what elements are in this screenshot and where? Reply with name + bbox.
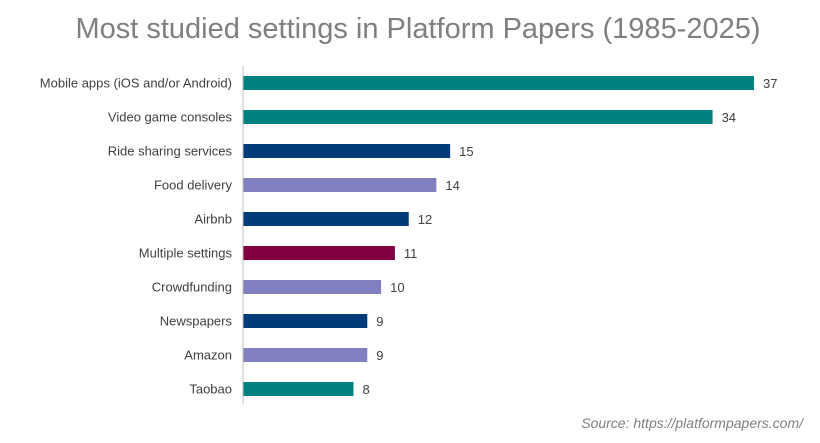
bar	[243, 76, 754, 90]
source-note: Source: https://platformpapers.com/	[581, 415, 805, 431]
category-label: Taobao	[189, 382, 232, 397]
bar	[243, 382, 354, 396]
bar	[243, 144, 451, 158]
value-label: 8	[362, 382, 369, 397]
bar	[243, 212, 409, 226]
plot-area: Mobile apps (iOS and/or Android) 37 Video …	[40, 76, 778, 398]
chart-title: Most studied settings in Platform Papers…	[75, 13, 760, 45]
category-label: Video game consoles	[108, 110, 233, 125]
value-label: 9	[376, 348, 383, 363]
category-label: Newspapers	[160, 314, 233, 329]
bar	[243, 314, 368, 328]
bar	[243, 280, 382, 294]
category-label: Amazon	[184, 348, 232, 363]
value-label: 12	[418, 212, 432, 227]
bar	[243, 178, 437, 192]
value-label: 10	[390, 280, 404, 295]
value-label: 9	[376, 314, 383, 329]
bar	[243, 348, 368, 362]
category-label: Ride sharing services	[108, 144, 233, 159]
bar	[243, 110, 713, 124]
value-label: 14	[445, 178, 459, 193]
category-label: Food delivery	[154, 178, 233, 193]
category-label: Airbnb	[194, 212, 232, 227]
value-label: 37	[763, 76, 777, 91]
value-label: 15	[459, 144, 473, 159]
value-label: 34	[722, 110, 736, 125]
category-label: Mobile apps (iOS and/or Android)	[40, 76, 232, 91]
category-label: Multiple settings	[139, 246, 233, 261]
bar	[243, 246, 395, 260]
value-label: 11	[404, 246, 418, 261]
category-label: Crowdfunding	[152, 280, 232, 295]
